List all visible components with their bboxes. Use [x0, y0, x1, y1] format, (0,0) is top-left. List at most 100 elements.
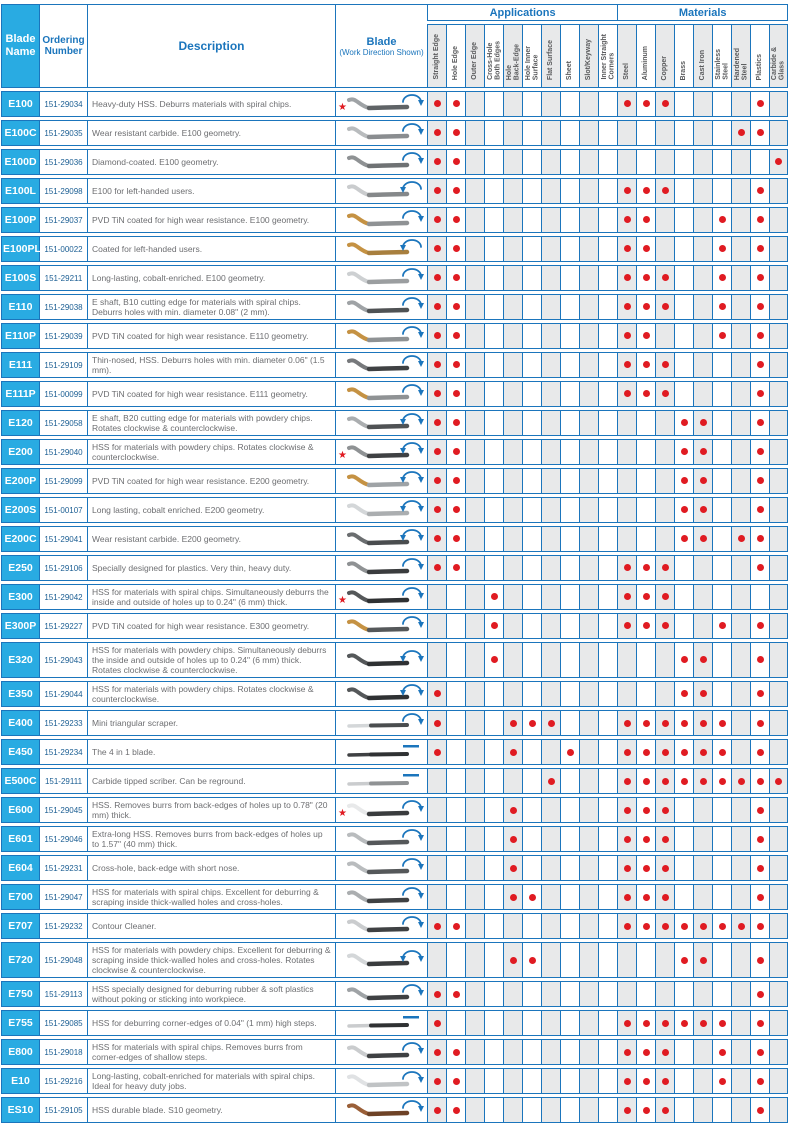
- application-cell-hole-edge: [446, 1097, 465, 1124]
- blade-image-cell: [335, 381, 427, 408]
- application-cell-hole-back-edge: [503, 710, 522, 737]
- application-cell-flat-surface: [541, 739, 560, 766]
- material-cell-stainless-steel: [712, 323, 732, 350]
- application-cell-inner-straight-corners: [598, 1068, 618, 1095]
- application-dot: [433, 390, 441, 398]
- rotation-arrow-icon: [401, 829, 422, 839]
- material-cell-aluminum: [636, 323, 656, 350]
- material-cell-steel: [617, 352, 637, 379]
- table-row-e250: E250 151-29106 Specially designed for plas…: [1, 555, 789, 582]
- application-dot: [433, 535, 441, 543]
- blade-icon: [346, 713, 424, 728]
- material-cell-cast-iron: [693, 91, 713, 117]
- header-rotated-row: Straight Edge Hole Edge Outer Edge Cross-Ho…: [1, 24, 789, 88]
- application-cell-inner-straight-corners: [598, 613, 618, 640]
- material-dot: [642, 806, 650, 814]
- application-cell-hole-inner-surface: [522, 410, 541, 437]
- application-cell-inner-straight-corners: [598, 178, 618, 204]
- application-cell-hole-back-edge: [503, 265, 522, 291]
- material-cell-carbide-glass: [769, 981, 789, 1008]
- material-cell-brass: [674, 1010, 694, 1037]
- rotated-col-header-slot-keyway: Slot/Keyway: [579, 24, 598, 88]
- application-dot: [509, 893, 517, 901]
- material-cell-plastics: [750, 207, 770, 233]
- application-dot: [433, 477, 441, 485]
- application-cell-hole-edge: [446, 1068, 465, 1095]
- rotated-col-label: Hole Edge: [452, 45, 460, 80]
- application-cell-cross-hole-both-edges: [484, 555, 503, 582]
- application-cell-cross-hole-both-edges: [484, 468, 503, 495]
- material-cell-brass: [674, 468, 694, 495]
- material-cell-copper: [655, 1039, 675, 1066]
- material-dot: [775, 158, 783, 166]
- material-cell-cast-iron: [693, 913, 713, 940]
- material-cell-plastics: [750, 884, 770, 911]
- material-dot: [661, 564, 669, 572]
- application-cell-slot-keyway: [579, 1010, 598, 1037]
- blade-name-cell: E601: [1, 826, 39, 853]
- ordering-number-cell: 151-00022: [39, 236, 87, 262]
- application-cell-hole-inner-surface: [522, 913, 541, 940]
- material-cell-brass: [674, 739, 694, 766]
- material-cell-steel: [617, 826, 637, 853]
- application-cell-cross-hole-both-edges: [484, 1010, 503, 1037]
- application-cell-flat-surface: [541, 410, 560, 437]
- application-cell-straight-edge: [427, 981, 446, 1008]
- material-cell-copper: [655, 981, 675, 1008]
- application-cell-hole-edge: [446, 294, 465, 321]
- material-cell-hardened-steel: [731, 797, 751, 824]
- application-cell-sheet: [560, 981, 579, 1008]
- material-dot: [718, 1048, 726, 1056]
- material-dot: [642, 332, 650, 340]
- application-cell-slot-keyway: [579, 120, 598, 146]
- material-cell-steel: [617, 555, 637, 582]
- material-dot: [756, 506, 764, 514]
- material-dot: [623, 187, 631, 195]
- material-cell-copper: [655, 584, 675, 611]
- application-dot: [490, 622, 498, 630]
- application-cell-hole-back-edge: [503, 981, 522, 1008]
- material-cell-carbide-glass: [769, 439, 789, 466]
- material-dot: [680, 719, 688, 727]
- material-cell-cast-iron: [693, 1039, 713, 1066]
- material-cell-stainless-steel: [712, 613, 732, 640]
- rotated-col-header-hardened-steel: Hardened Steel: [731, 24, 751, 88]
- application-cell-sheet: [560, 381, 579, 408]
- material-dot: [623, 777, 631, 785]
- material-cell-brass: [674, 826, 694, 853]
- material-cell-steel: [617, 942, 637, 979]
- material-cell-brass: [674, 613, 694, 640]
- blade-image-cell: ★: [335, 439, 427, 466]
- application-dot: [433, 303, 441, 311]
- material-dot: [623, 332, 631, 340]
- description-cell: Wear resistant carbide. E100 geometry.: [87, 120, 335, 146]
- material-cell-hardened-steel: [731, 555, 751, 582]
- blade-icon: [346, 181, 422, 198]
- material-cell-carbide-glass: [769, 526, 789, 553]
- material-cell-aluminum: [636, 642, 656, 679]
- material-dot: [718, 303, 726, 311]
- application-cell-straight-edge: [427, 497, 446, 524]
- material-cell-copper: [655, 555, 675, 582]
- material-cell-stainless-steel: [712, 381, 732, 408]
- application-dot: [452, 506, 460, 514]
- dash-direction-icon: [402, 745, 419, 748]
- material-cell-carbide-glass: [769, 710, 789, 737]
- description-cell: Specially designed for plastics. Very th…: [87, 555, 335, 582]
- blade-name-cell: E707: [1, 913, 39, 940]
- material-dot: [680, 956, 688, 964]
- application-cell-flat-surface: [541, 265, 560, 291]
- material-dot: [642, 274, 650, 282]
- application-cell-cross-hole-both-edges: [484, 120, 503, 146]
- application-cell-sheet: [560, 1068, 579, 1095]
- application-cell-inner-straight-corners: [598, 323, 618, 350]
- material-cell-plastics: [750, 265, 770, 291]
- table-row-e601: E601 151-29046 Extra-long HSS. Removes bur…: [1, 826, 789, 853]
- blade-image-cell: [335, 1097, 427, 1124]
- material-cell-stainless-steel: [712, 584, 732, 611]
- application-cell-cross-hole-both-edges: [484, 526, 503, 553]
- application-cell-inner-straight-corners: [598, 642, 618, 679]
- material-dot: [661, 864, 669, 872]
- application-cell-hole-back-edge: [503, 826, 522, 853]
- application-cell-flat-surface: [541, 178, 560, 204]
